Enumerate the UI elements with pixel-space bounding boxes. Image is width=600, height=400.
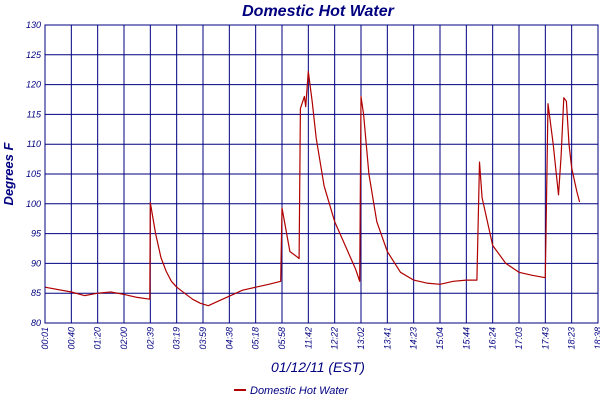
y-tick-label: 110 [27, 139, 41, 149]
y-axis: 80 85 90 95 100 105 110 115 120 125 130 [26, 20, 42, 328]
series-line-domestic-hot-water [44, 70, 581, 307]
y-tick-label: 120 [26, 80, 41, 90]
x-tick-label: 01:20 [93, 327, 103, 350]
x-tick-label: 16:24 [488, 327, 498, 350]
x-tick-label: 11:42 [303, 327, 313, 349]
x-axis-title: 01/12/11 (EST) [271, 359, 365, 375]
x-tick-label: 05:18 [251, 327, 261, 350]
x-tick-label: 02:00 [119, 327, 129, 350]
x-tick-label: 14:23 [409, 327, 419, 350]
x-tick-label: 00:01 [40, 327, 50, 350]
x-tick-label: 13:41 [382, 327, 392, 350]
y-tick-label: 125 [26, 50, 42, 60]
x-tick-label: 00:40 [66, 327, 76, 350]
y-tick-label: 130 [26, 20, 41, 30]
x-tick-label: 03:59 [198, 327, 208, 350]
y-tick-label: 80 [31, 318, 41, 328]
y-tick-label: 115 [27, 109, 42, 119]
y-tick-label: 105 [26, 169, 42, 179]
x-axis: 00:01 00:40 01:20 02:00 02:39 03:19 03:59 04:38… [40, 327, 600, 350]
x-tick-label: 05:58 [277, 327, 287, 350]
x-tick-label: 13:02 [356, 327, 366, 350]
y-tick-label: 85 [31, 288, 42, 298]
x-tick-label: 12:22 [330, 327, 340, 350]
x-tick-label: 15:44 [461, 327, 471, 350]
legend: Domestic Hot Water [234, 385, 350, 397]
y-tick-label: 95 [31, 229, 42, 239]
x-tick-label: 18:38 [593, 327, 600, 350]
y-tick-label: 100 [26, 199, 41, 209]
x-tick-label: 02:39 [145, 327, 155, 350]
x-tick-label: 17:03 [514, 327, 524, 350]
y-tick-label: 90 [31, 258, 41, 268]
series-layer [44, 70, 581, 307]
plot-frame [44, 24, 599, 324]
legend-label: Domestic Hot Water [250, 385, 350, 397]
x-tick-label: 03:19 [172, 327, 182, 350]
x-tick-label: 04:38 [224, 327, 234, 350]
y-axis-title: Degrees F [1, 142, 16, 206]
chart-title: Domestic Hot Water [242, 3, 395, 20]
x-tick-label: 18:23 [567, 327, 577, 350]
x-tick-label: 17:43 [540, 327, 550, 350]
x-tick-label: 15:04 [435, 327, 445, 350]
